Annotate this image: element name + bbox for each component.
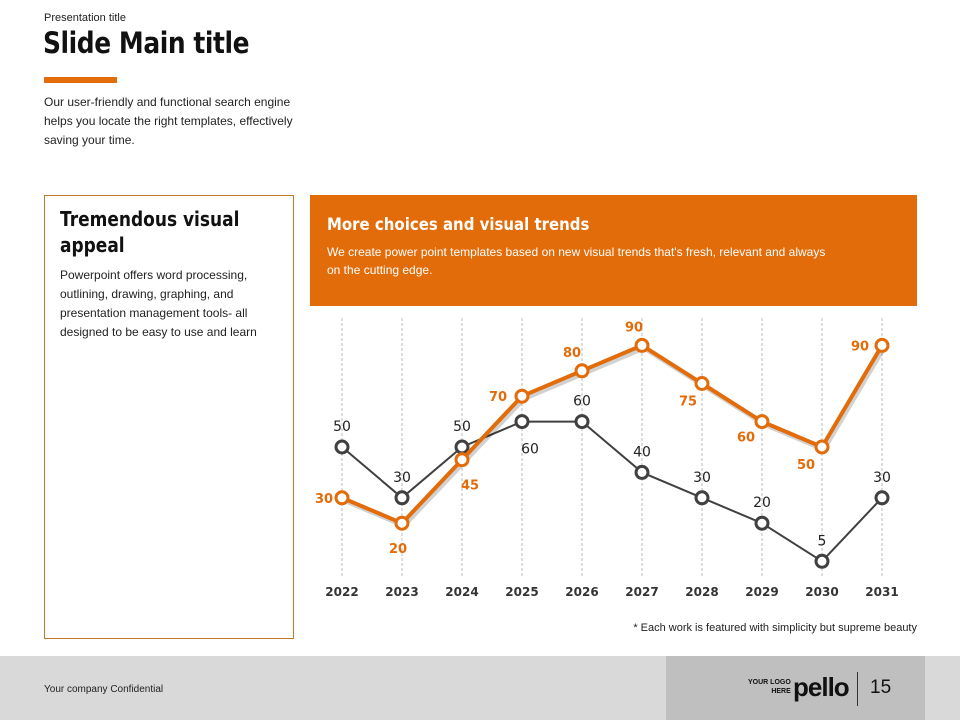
logo-line1: YOUR LOGO [748, 679, 791, 686]
data-label: 75 [679, 395, 697, 410]
data-point [694, 376, 710, 391]
data-point [574, 414, 590, 430]
data-label: 30 [315, 492, 333, 507]
data-point [454, 439, 470, 455]
series-line [341, 420, 883, 563]
data-point [874, 337, 890, 353]
data-label: 50 [453, 419, 471, 435]
presentation-title: Presentation title [44, 12, 126, 24]
x-tick-label: 2027 [625, 585, 658, 599]
data-label: 60 [521, 442, 539, 458]
banner-title: More choices and visual trends [327, 215, 590, 235]
x-tick-label: 2022 [325, 585, 358, 599]
data-point [394, 490, 410, 506]
data-point [874, 490, 890, 506]
x-tick-label: 2023 [385, 585, 418, 599]
data-point [574, 363, 590, 379]
data-point [334, 490, 350, 506]
logo-caption: YOUR LOGO HERE [748, 678, 791, 696]
logo: pello [793, 672, 850, 702]
chart-banner: More choices and visual trends We create… [310, 195, 917, 306]
data-label: 40 [633, 444, 651, 460]
data-point [634, 337, 650, 353]
data-point [694, 490, 710, 506]
data-label: 30 [393, 470, 411, 486]
data-point [754, 414, 770, 430]
logo-divider [857, 672, 858, 706]
data-label: 70 [489, 390, 507, 405]
data-point [454, 452, 470, 468]
data-point [334, 439, 350, 455]
data-label: 30 [873, 470, 891, 486]
confidential-label: Your company Confidential [44, 684, 164, 695]
chart-footnote: * Each work is featured with simplicity … [633, 622, 917, 634]
x-tick-label: 2025 [505, 585, 538, 599]
x-tick-label: 2026 [565, 585, 598, 599]
data-label: 90 [625, 320, 643, 335]
data-label: 60 [737, 431, 755, 446]
title-accent-bar [44, 77, 117, 83]
page-number: 15 [870, 677, 892, 698]
data-label: 20 [753, 495, 771, 511]
data-label: 45 [461, 479, 479, 494]
data-point [514, 388, 530, 404]
data-label: 5 [818, 533, 827, 549]
data-label: 20 [389, 542, 407, 557]
data-label: 90 [851, 339, 869, 354]
data-point [514, 414, 530, 430]
data-label: 50 [797, 458, 815, 473]
data-label: 60 [573, 394, 591, 410]
feature-card: Tremendous visual appeal Powerpoint offe… [44, 195, 294, 639]
data-label: 80 [563, 346, 581, 361]
data-point [814, 439, 830, 455]
feature-card-title: Tremendous visual appeal [60, 207, 240, 257]
series-line [341, 343, 884, 526]
data-label: 50 [333, 419, 351, 435]
data-label: 30 [693, 470, 711, 486]
x-tick-label: 2031 [865, 585, 898, 599]
banner-body: We create power point templates based on… [327, 245, 826, 277]
intro-text: Our user-friendly and functional search … [44, 95, 293, 147]
data-point [754, 515, 770, 531]
x-tick-label: 2028 [685, 585, 718, 599]
x-tick-label: 2024 [445, 585, 478, 599]
feature-card-body: Powerpoint offers word processing, outli… [60, 268, 257, 339]
data-point [394, 515, 410, 531]
data-point [634, 464, 650, 480]
page-title: Slide Main title [43, 26, 250, 60]
footer-logo-panel [666, 656, 925, 720]
data-point [814, 553, 830, 569]
x-tick-label: 2030 [805, 585, 838, 599]
x-tick-label: 2029 [745, 585, 778, 599]
logo-line2: HERE [771, 688, 791, 695]
